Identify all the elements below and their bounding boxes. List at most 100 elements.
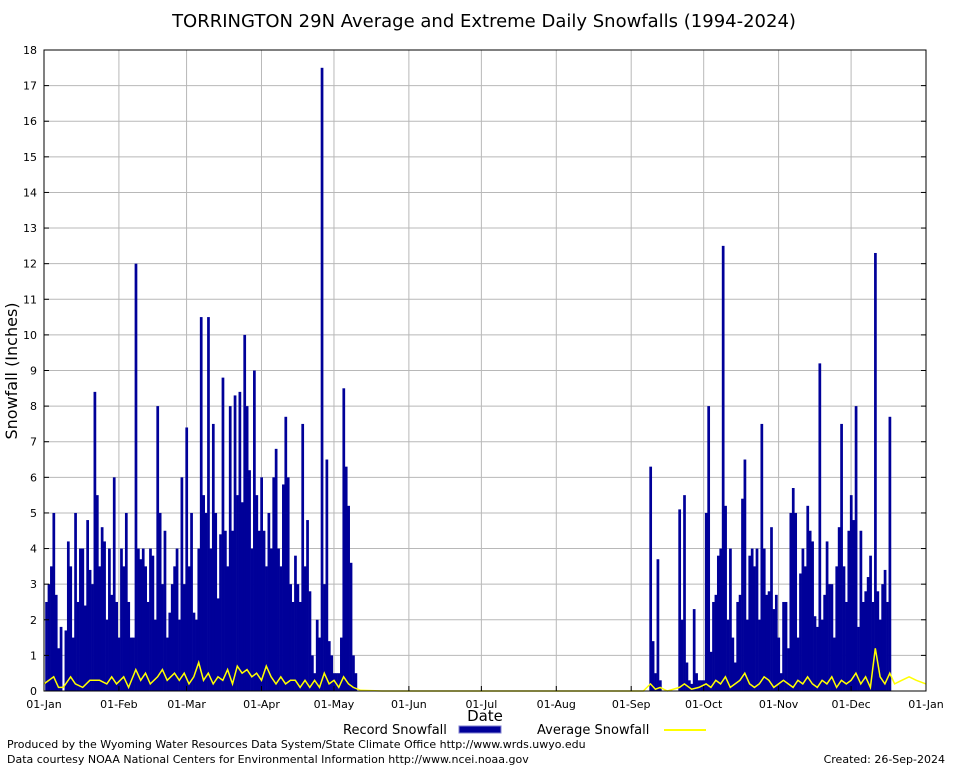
record-snowfall-bar bbox=[313, 673, 317, 691]
record-snowfall-bar bbox=[132, 637, 135, 691]
record-snowfall-bar bbox=[122, 566, 126, 691]
record-snowfall-bar bbox=[224, 530, 227, 691]
record-snowfall-bar bbox=[697, 680, 701, 691]
y-tick-label: 16 bbox=[23, 115, 37, 128]
record-snowfall-bar bbox=[178, 619, 181, 691]
record-snowfall-bar bbox=[876, 591, 880, 691]
record-snowfall-bar bbox=[95, 495, 99, 691]
record-snowfall-bar bbox=[211, 423, 215, 691]
record-snowfall-bar bbox=[323, 584, 326, 691]
record-snowfall-bar bbox=[842, 566, 846, 691]
record-snowfall-bar bbox=[91, 584, 94, 691]
record-snowfall-bar bbox=[141, 548, 145, 691]
record-snowfall-bar bbox=[54, 594, 58, 691]
record-snowfall-bar bbox=[88, 569, 92, 691]
x-tick-label: 01-Jan bbox=[26, 698, 62, 711]
y-tick-label: 15 bbox=[23, 151, 37, 164]
record-snowfall-bar bbox=[719, 548, 723, 691]
record-snowfall-bar bbox=[803, 566, 807, 691]
x-tick-label: 01-Aug bbox=[537, 698, 576, 711]
record-snowfall-bar bbox=[325, 459, 329, 691]
record-snowfall-bar bbox=[240, 502, 244, 691]
record-snowfall-bar bbox=[335, 673, 338, 691]
record-snowfall-bar bbox=[656, 559, 660, 691]
record-snowfall-bar bbox=[228, 406, 232, 691]
record-snowfall-bar bbox=[753, 566, 756, 691]
record-snowfall-bar bbox=[654, 673, 657, 691]
record-snowfall-bar bbox=[286, 477, 290, 691]
record-snowfall-bar bbox=[117, 637, 121, 691]
record-snowfall-bar bbox=[146, 601, 150, 691]
x-tick-label: 01-Apr bbox=[243, 698, 280, 711]
x-tick-label: 01-Sep bbox=[612, 698, 651, 711]
record-snowfall-bar bbox=[50, 566, 53, 691]
record-snowfall-bar bbox=[758, 619, 761, 691]
record-snowfall-bar bbox=[279, 566, 283, 691]
record-snowfall-bar bbox=[849, 495, 853, 691]
record-snowfall-bar bbox=[714, 594, 718, 691]
record-snowfall-bar bbox=[81, 548, 85, 691]
record-snowfall-bar bbox=[175, 548, 179, 691]
record-snowfall-bar bbox=[52, 512, 56, 691]
record-snowfall-bar bbox=[69, 566, 73, 691]
record-snowfall-bar bbox=[816, 626, 819, 691]
record-snowfall-bar bbox=[337, 673, 341, 691]
y-tick-label: 0 bbox=[30, 685, 37, 698]
record-snowfall-bar bbox=[743, 459, 747, 691]
y-tick-label: 17 bbox=[23, 80, 37, 93]
record-snowfall-bar bbox=[127, 601, 131, 691]
record-snowfall-bar bbox=[683, 495, 686, 691]
x-tick-label: 01-Oct bbox=[685, 698, 723, 711]
record-snowfall-bar bbox=[835, 566, 839, 691]
record-snowfall-bar bbox=[66, 541, 70, 691]
record-snowfall-bar bbox=[182, 584, 186, 691]
record-snowfall-bar bbox=[782, 601, 785, 691]
record-snowfall-bar bbox=[349, 562, 353, 691]
record-snowfall-bar bbox=[79, 548, 82, 691]
record-snowfall-bar bbox=[267, 512, 271, 691]
record-snowfall-bar bbox=[327, 641, 331, 691]
record-snowfall-bar bbox=[98, 566, 102, 691]
record-snowfall-bar bbox=[233, 395, 237, 691]
record-snowfall-bar bbox=[93, 391, 97, 691]
record-snowfall-bar bbox=[238, 391, 242, 691]
record-snowfall-bar bbox=[777, 637, 781, 691]
record-snowfall-bar bbox=[250, 548, 254, 691]
y-tick-label: 11 bbox=[23, 293, 37, 306]
record-snowfall-bar bbox=[837, 527, 841, 691]
record-snowfall-bar bbox=[857, 626, 860, 691]
record-snowfall-bar bbox=[284, 416, 288, 691]
average-snowfall-line bbox=[43, 648, 927, 692]
record-snowfall-bar bbox=[680, 619, 684, 691]
record-snowfall-bar bbox=[678, 509, 682, 691]
record-snowfall-bar bbox=[303, 566, 307, 691]
record-snowfall-bar bbox=[886, 601, 889, 691]
record-snowfall-bar bbox=[318, 637, 321, 691]
record-snowfall-bar bbox=[86, 520, 90, 691]
y-tick-label: 14 bbox=[23, 186, 37, 199]
x-tick-label: 01-Jul bbox=[465, 698, 497, 711]
record-snowfall-bar bbox=[269, 548, 273, 691]
record-snowfall-bar bbox=[207, 317, 210, 691]
record-snowfall-bar bbox=[308, 591, 312, 691]
record-snowfall-bar bbox=[791, 488, 795, 691]
record-snowfall-bar bbox=[724, 505, 727, 691]
record-snowfall-bar bbox=[110, 594, 114, 691]
record-snowfall-bar bbox=[272, 477, 276, 691]
record-snowfall-bar bbox=[71, 637, 75, 691]
record-snowfall-bar bbox=[236, 495, 239, 691]
record-snowfall-bar bbox=[248, 470, 251, 691]
record-snowfall-bar bbox=[772, 609, 776, 691]
record-snowfall-bar bbox=[854, 406, 858, 691]
legend-record-label: Record Snowfall bbox=[343, 723, 447, 738]
x-tick-label: 01-Jun bbox=[391, 698, 427, 711]
record-snowfall-bar bbox=[332, 673, 336, 691]
record-snowfall-bar bbox=[830, 584, 834, 691]
record-snowfall-bar bbox=[801, 548, 805, 691]
record-snowfall-bar bbox=[820, 619, 824, 691]
record-snowfall-bar bbox=[296, 584, 300, 691]
record-snowfall-bar bbox=[161, 584, 164, 691]
x-tick-label: 01-Jan bbox=[908, 698, 944, 711]
record-snowfall-bar bbox=[811, 541, 814, 691]
